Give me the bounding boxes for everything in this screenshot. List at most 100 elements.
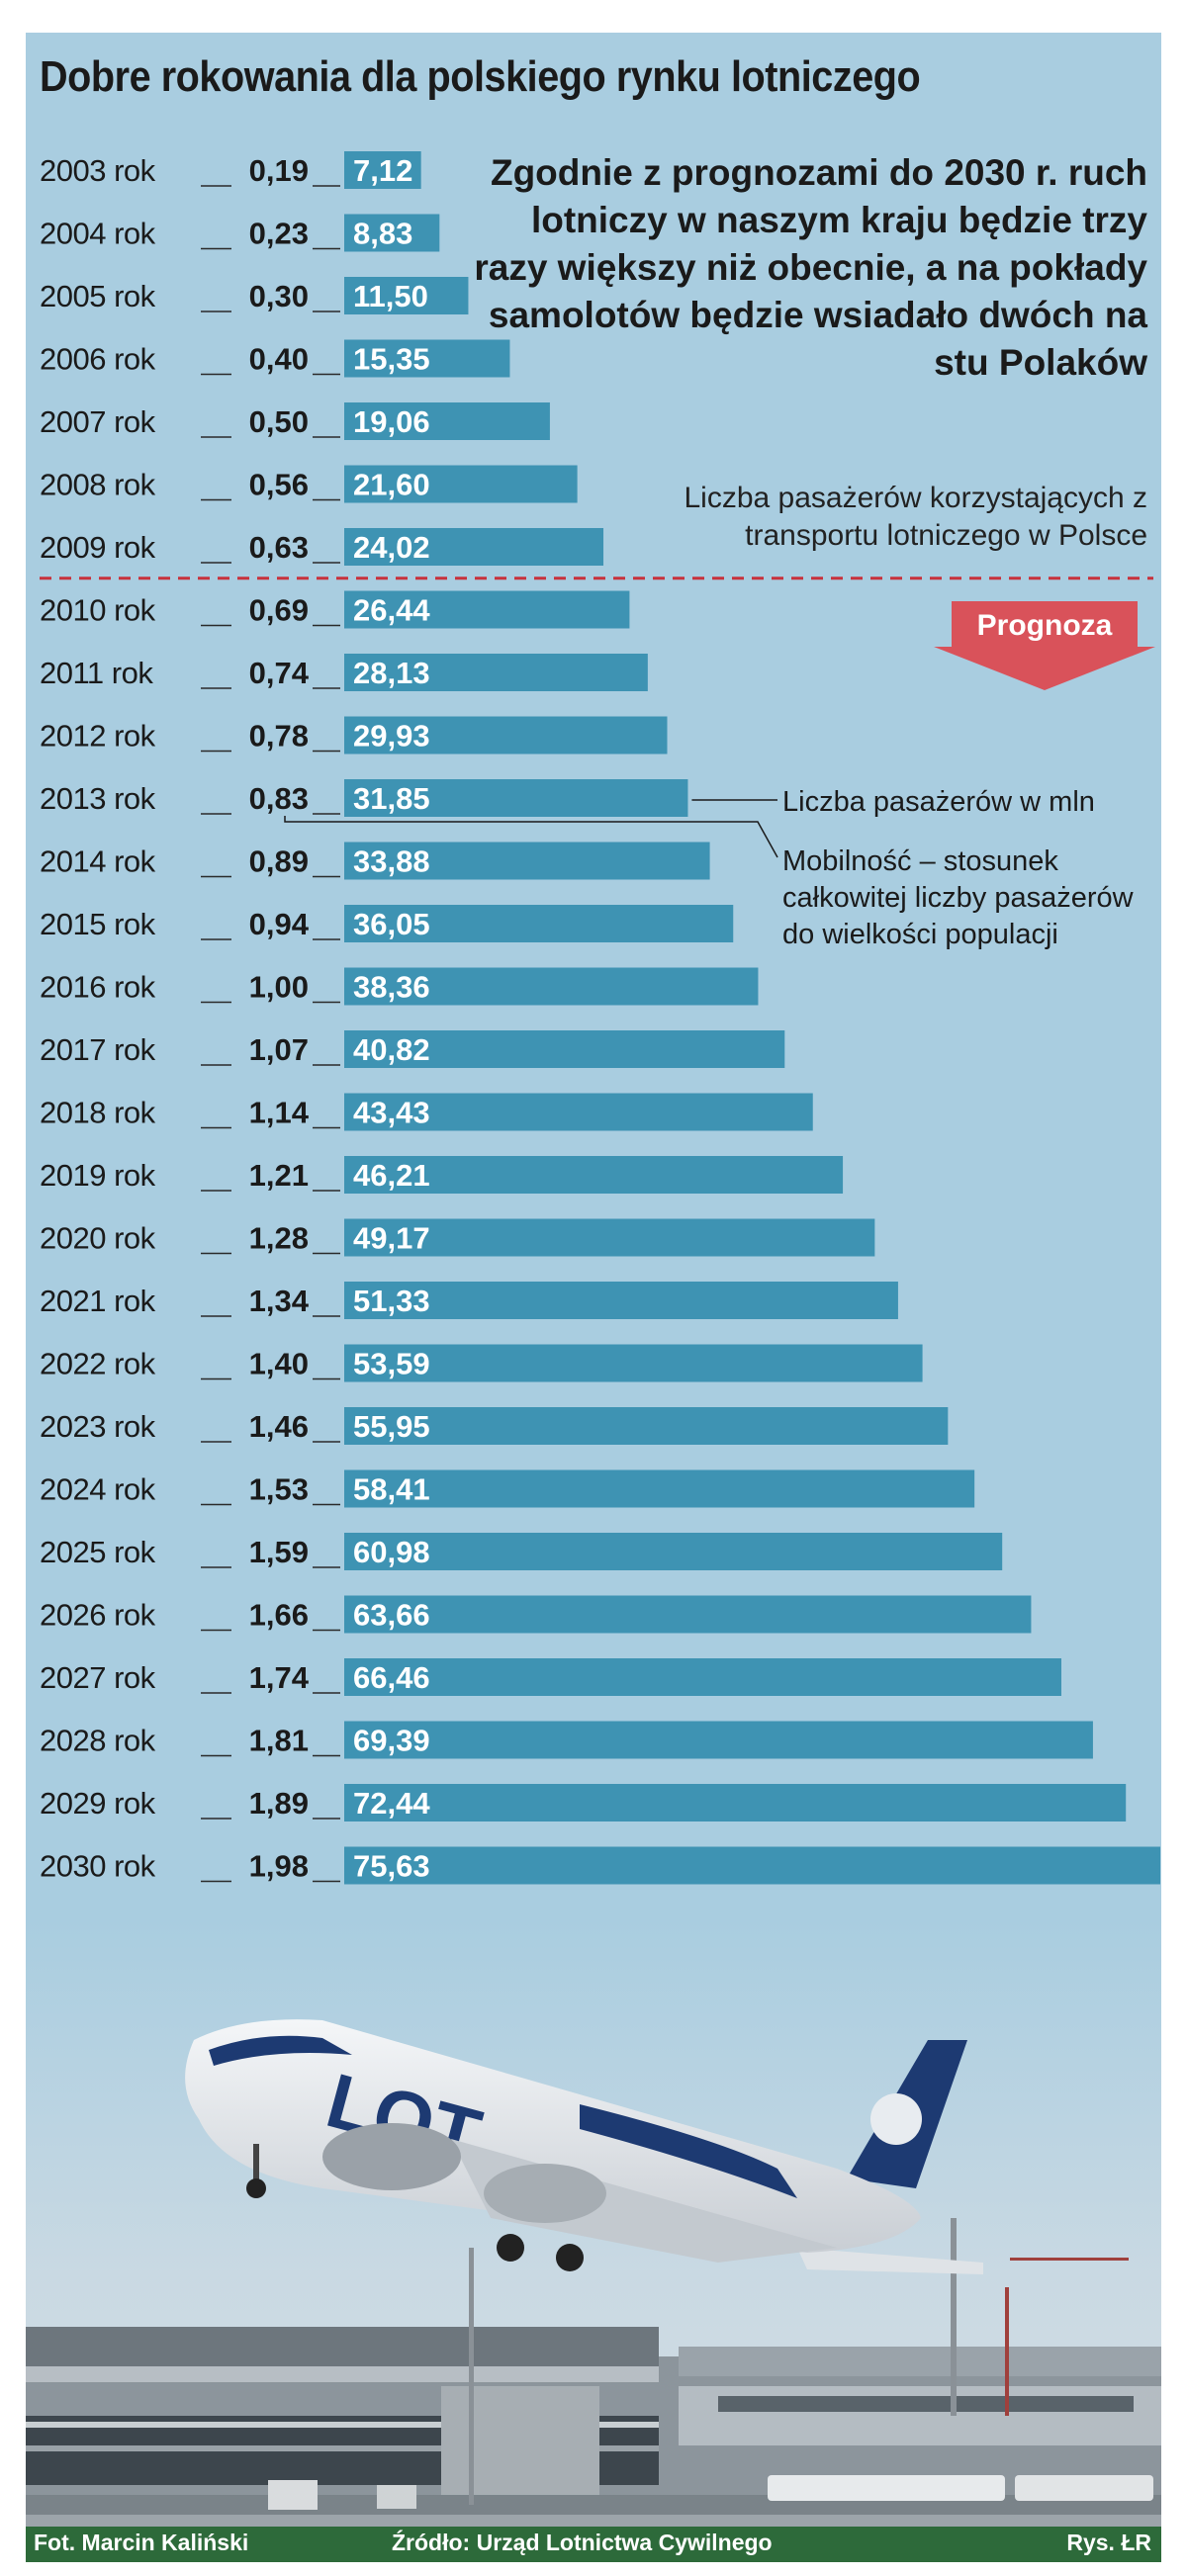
- chart-title: Dobre rokowania dla polskiego rynku lotn…: [40, 52, 921, 101]
- mobility-value: 0,78: [249, 719, 309, 754]
- passenger-value: 55,95: [353, 1409, 430, 1444]
- mobility-value: 1,07: [249, 1032, 309, 1067]
- passenger-bar: [344, 1721, 1093, 1759]
- passenger-value: 72,44: [353, 1786, 430, 1821]
- passenger-value: 58,41: [353, 1472, 430, 1507]
- infographic: Dobre rokowania dla polskiego rynku lotn…: [26, 33, 1161, 2562]
- passenger-bar: [344, 277, 469, 314]
- passenger-value: 21,60: [353, 468, 430, 502]
- mobility-value: 1,34: [249, 1284, 310, 1318]
- year-label: 2004 rok: [40, 217, 156, 251]
- passenger-value: 75,63: [353, 1849, 430, 1884]
- mobility-value: 0,63: [249, 530, 309, 565]
- annotation-mobility: Mobilność – stosunek całkowitej liczby p…: [782, 845, 1134, 950]
- year-label: 2023 rok: [40, 1409, 156, 1444]
- year-label: 2029 rok: [40, 1786, 156, 1821]
- forecast-arrow-icon: [934, 601, 1155, 690]
- annotation-passengers: Liczba pasażerów w mln: [782, 786, 1095, 818]
- year-label: 2022 rok: [40, 1347, 156, 1381]
- year-label: 2024 rok: [40, 1472, 156, 1507]
- mobility-value: 0,83: [249, 781, 309, 816]
- source-credit: Źródło: Urząd Lotnictwa Cywilnego: [392, 2529, 773, 2555]
- mobility-value: 0,89: [249, 844, 309, 879]
- passenger-bar: [344, 214, 440, 252]
- passenger-bar: [344, 1093, 813, 1131]
- passenger-bar: [344, 1784, 1127, 1821]
- passenger-value: 24,02: [353, 530, 430, 565]
- year-label: 2030 rok: [40, 1849, 156, 1884]
- passenger-bar: [344, 716, 668, 755]
- passenger-bar: [344, 1030, 785, 1068]
- passenger-bar: [344, 1218, 875, 1257]
- passenger-value: 46,21: [353, 1158, 430, 1193]
- year-label: 2011 rok: [40, 656, 153, 690]
- passenger-value: 31,85: [353, 781, 430, 816]
- mobility-value: 1,98: [249, 1849, 309, 1884]
- year-label: 2006 rok: [40, 342, 156, 377]
- photo-credit: Fot. Marcin Kaliński: [34, 2530, 248, 2555]
- passenger-value: 43,43: [353, 1096, 430, 1130]
- airplane-photo: LOT Fot. Marcin Kaliński Źródło: Urząd L…: [26, 1921, 1161, 2562]
- passenger-value: 40,82: [353, 1032, 430, 1067]
- mobility-value: 1,14: [249, 1096, 310, 1130]
- mobility-value: 1,53: [249, 1472, 309, 1507]
- passenger-value: 53,59: [353, 1347, 430, 1381]
- subtitle: Liczba pasażerów korzystających z transp…: [684, 482, 1147, 552]
- passenger-bar: [344, 590, 630, 629]
- passenger-value: 38,36: [353, 970, 430, 1005]
- year-label: 2010 rok: [40, 593, 156, 628]
- passenger-value: 66,46: [353, 1660, 430, 1695]
- mobility-value: 0,69: [249, 593, 309, 628]
- passenger-bar: [344, 842, 710, 880]
- annotation-leader-mobility: [284, 816, 778, 858]
- forecast-label: Prognoza: [976, 609, 1113, 642]
- year-label: 2014 rok: [40, 844, 156, 879]
- passenger-value: 60,98: [353, 1535, 430, 1569]
- passenger-bar: [344, 1658, 1061, 1696]
- passenger-bar: [344, 1469, 975, 1508]
- year-label: 2020 rok: [40, 1221, 156, 1256]
- passenger-value: 51,33: [353, 1284, 430, 1318]
- headline: Zgodnie z prognozami do 2030 r. ruch lot…: [474, 152, 1147, 383]
- passenger-bar: [344, 1344, 923, 1382]
- passenger-bar: [344, 402, 550, 440]
- passenger-bar: [344, 654, 648, 691]
- mobility-value: 0,50: [249, 404, 309, 439]
- mobility-value: 1,46: [249, 1409, 309, 1444]
- mobility-value: 0,23: [249, 217, 309, 251]
- mobility-value: 1,66: [249, 1598, 309, 1633]
- passenger-value: 63,66: [353, 1598, 430, 1633]
- mobility-value: 1,40: [249, 1347, 309, 1381]
- year-label: 2019 rok: [40, 1158, 156, 1193]
- passenger-value: 29,93: [353, 719, 430, 754]
- mobility-value: 0,19: [249, 153, 309, 188]
- passenger-value: 11,50: [353, 279, 428, 313]
- mobility-value: 0,94: [249, 907, 310, 941]
- passenger-value: 8,83: [353, 217, 412, 251]
- passenger-bar: [344, 1407, 949, 1445]
- passenger-bar: [344, 905, 734, 942]
- passenger-value: 26,44: [353, 593, 430, 628]
- year-label: 2026 rok: [40, 1598, 156, 1633]
- passenger-value: 7,12: [353, 153, 412, 188]
- passenger-value: 36,05: [353, 907, 430, 941]
- passenger-bar: [344, 465, 578, 503]
- year-label: 2008 rok: [40, 468, 156, 502]
- bar-chart: 2003 rok 0,19 7,12 2004 rok 0,23 8,83 2005 rok…: [40, 151, 1160, 1885]
- terminal-building: [26, 2218, 1161, 2562]
- year-label: 2025 rok: [40, 1535, 156, 1569]
- year-label: 2003 rok: [40, 153, 156, 188]
- year-label: 2028 rok: [40, 1724, 156, 1758]
- passenger-bar: [344, 1595, 1032, 1634]
- passenger-value: 19,06: [353, 404, 430, 439]
- year-label: 2027 rok: [40, 1660, 156, 1695]
- year-label: 2012 rok: [40, 719, 156, 754]
- passenger-bar: [344, 151, 421, 189]
- drawing-credit: Rys. ŁR: [1066, 2530, 1151, 2555]
- year-label: 2016 rok: [40, 970, 156, 1005]
- mobility-value: 0,30: [249, 279, 309, 313]
- mobility-value: 1,00: [249, 970, 309, 1005]
- forecast-marker: Prognoza: [934, 601, 1155, 690]
- mobility-value: 0,40: [249, 342, 309, 377]
- year-label: 2017 rok: [40, 1032, 156, 1067]
